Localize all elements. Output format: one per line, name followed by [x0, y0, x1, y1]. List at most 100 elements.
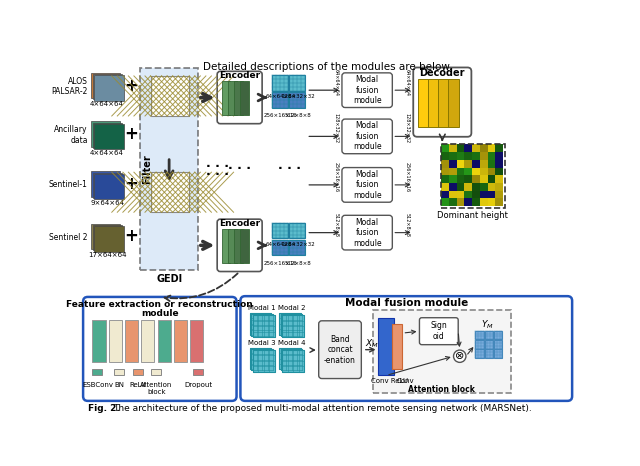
FancyBboxPatch shape	[253, 315, 275, 337]
FancyBboxPatch shape	[449, 152, 457, 160]
FancyBboxPatch shape	[495, 168, 503, 175]
FancyBboxPatch shape	[457, 144, 465, 152]
FancyBboxPatch shape	[476, 331, 484, 339]
FancyBboxPatch shape	[272, 240, 288, 255]
FancyBboxPatch shape	[480, 160, 488, 168]
Text: Modal 2: Modal 2	[278, 306, 305, 311]
FancyBboxPatch shape	[279, 348, 301, 370]
Text: Modal
fusion
module: Modal fusion module	[353, 122, 381, 151]
FancyBboxPatch shape	[480, 168, 488, 175]
Text: 256×16×16: 256×16×16	[404, 162, 410, 192]
FancyBboxPatch shape	[472, 168, 480, 175]
FancyBboxPatch shape	[495, 160, 503, 168]
FancyBboxPatch shape	[495, 199, 503, 206]
Text: 512×8×8: 512×8×8	[284, 113, 311, 118]
FancyBboxPatch shape	[92, 320, 106, 363]
FancyBboxPatch shape	[91, 224, 120, 249]
FancyBboxPatch shape	[392, 324, 403, 370]
FancyBboxPatch shape	[419, 318, 458, 345]
FancyBboxPatch shape	[438, 79, 449, 127]
Text: Modal
fusion
module: Modal fusion module	[353, 75, 381, 105]
Text: 64×64×64: 64×64×64	[266, 242, 296, 247]
FancyBboxPatch shape	[472, 191, 480, 199]
FancyBboxPatch shape	[319, 321, 362, 378]
Text: +: +	[124, 76, 138, 95]
Text: Ancillary
data: Ancillary data	[54, 125, 88, 144]
Text: Dominant height: Dominant height	[438, 211, 508, 220]
FancyBboxPatch shape	[289, 75, 305, 90]
Text: 128×32×32: 128×32×32	[404, 113, 410, 144]
FancyBboxPatch shape	[272, 75, 288, 90]
FancyBboxPatch shape	[465, 199, 472, 206]
Text: Detailed descriptions of the modules are below.: Detailed descriptions of the modules are…	[204, 62, 452, 72]
FancyBboxPatch shape	[109, 320, 122, 363]
FancyBboxPatch shape	[125, 320, 138, 363]
FancyBboxPatch shape	[140, 68, 198, 270]
FancyBboxPatch shape	[465, 160, 472, 168]
FancyBboxPatch shape	[495, 191, 503, 199]
Text: module: module	[141, 308, 179, 318]
FancyBboxPatch shape	[494, 340, 502, 349]
FancyBboxPatch shape	[449, 183, 457, 191]
FancyBboxPatch shape	[441, 168, 449, 175]
Text: Attention block: Attention block	[408, 385, 476, 394]
Text: Decoder: Decoder	[420, 68, 465, 78]
FancyBboxPatch shape	[83, 297, 237, 401]
Text: 512×8×8: 512×8×8	[404, 212, 410, 236]
Text: . . .: . . .	[228, 159, 251, 172]
FancyBboxPatch shape	[282, 315, 304, 337]
FancyBboxPatch shape	[465, 144, 472, 152]
FancyBboxPatch shape	[234, 82, 243, 115]
FancyBboxPatch shape	[488, 199, 495, 206]
FancyBboxPatch shape	[289, 240, 305, 255]
FancyBboxPatch shape	[279, 313, 301, 335]
Text: 512×8×8: 512×8×8	[284, 260, 311, 266]
Text: Modal 4: Modal 4	[278, 340, 305, 346]
FancyBboxPatch shape	[441, 175, 449, 183]
Text: 17×64×64: 17×64×64	[88, 253, 126, 258]
FancyBboxPatch shape	[228, 82, 237, 115]
FancyBboxPatch shape	[93, 74, 122, 99]
Text: Conv ReLU: Conv ReLU	[371, 378, 408, 384]
FancyBboxPatch shape	[449, 199, 457, 206]
FancyBboxPatch shape	[465, 168, 472, 175]
FancyBboxPatch shape	[157, 320, 171, 363]
FancyBboxPatch shape	[342, 215, 392, 250]
Text: ALOS
PALSAR-2: ALOS PALSAR-2	[51, 76, 88, 96]
Text: BN: BN	[114, 382, 124, 388]
FancyBboxPatch shape	[488, 168, 495, 175]
Text: Sentinel-1: Sentinel-1	[49, 180, 88, 189]
FancyBboxPatch shape	[480, 199, 488, 206]
FancyBboxPatch shape	[272, 223, 288, 239]
Text: 4×64×64: 4×64×64	[90, 102, 124, 108]
Text: Fig. 2.: Fig. 2.	[88, 404, 123, 413]
FancyBboxPatch shape	[465, 191, 472, 199]
FancyBboxPatch shape	[465, 152, 472, 160]
FancyBboxPatch shape	[193, 369, 204, 376]
FancyBboxPatch shape	[488, 175, 495, 183]
FancyBboxPatch shape	[441, 144, 449, 152]
Text: Modal 3: Modal 3	[248, 340, 276, 346]
FancyBboxPatch shape	[472, 144, 480, 152]
FancyBboxPatch shape	[488, 152, 495, 160]
FancyBboxPatch shape	[94, 75, 124, 101]
Text: Filter: Filter	[143, 154, 152, 184]
FancyBboxPatch shape	[465, 175, 472, 183]
FancyBboxPatch shape	[494, 331, 502, 339]
FancyBboxPatch shape	[484, 340, 493, 349]
FancyBboxPatch shape	[151, 369, 161, 376]
Text: +: +	[124, 175, 138, 193]
FancyBboxPatch shape	[441, 199, 449, 206]
FancyBboxPatch shape	[449, 168, 457, 175]
Text: Conv: Conv	[397, 378, 415, 384]
FancyBboxPatch shape	[114, 369, 124, 376]
Text: 64×64×64: 64×64×64	[333, 69, 339, 96]
FancyBboxPatch shape	[488, 144, 495, 152]
FancyBboxPatch shape	[495, 175, 503, 183]
FancyBboxPatch shape	[190, 320, 204, 363]
Text: 64×64×64: 64×64×64	[266, 94, 296, 99]
FancyBboxPatch shape	[449, 144, 457, 152]
Text: Encoder: Encoder	[219, 71, 260, 81]
FancyBboxPatch shape	[150, 76, 189, 116]
FancyBboxPatch shape	[222, 82, 230, 115]
